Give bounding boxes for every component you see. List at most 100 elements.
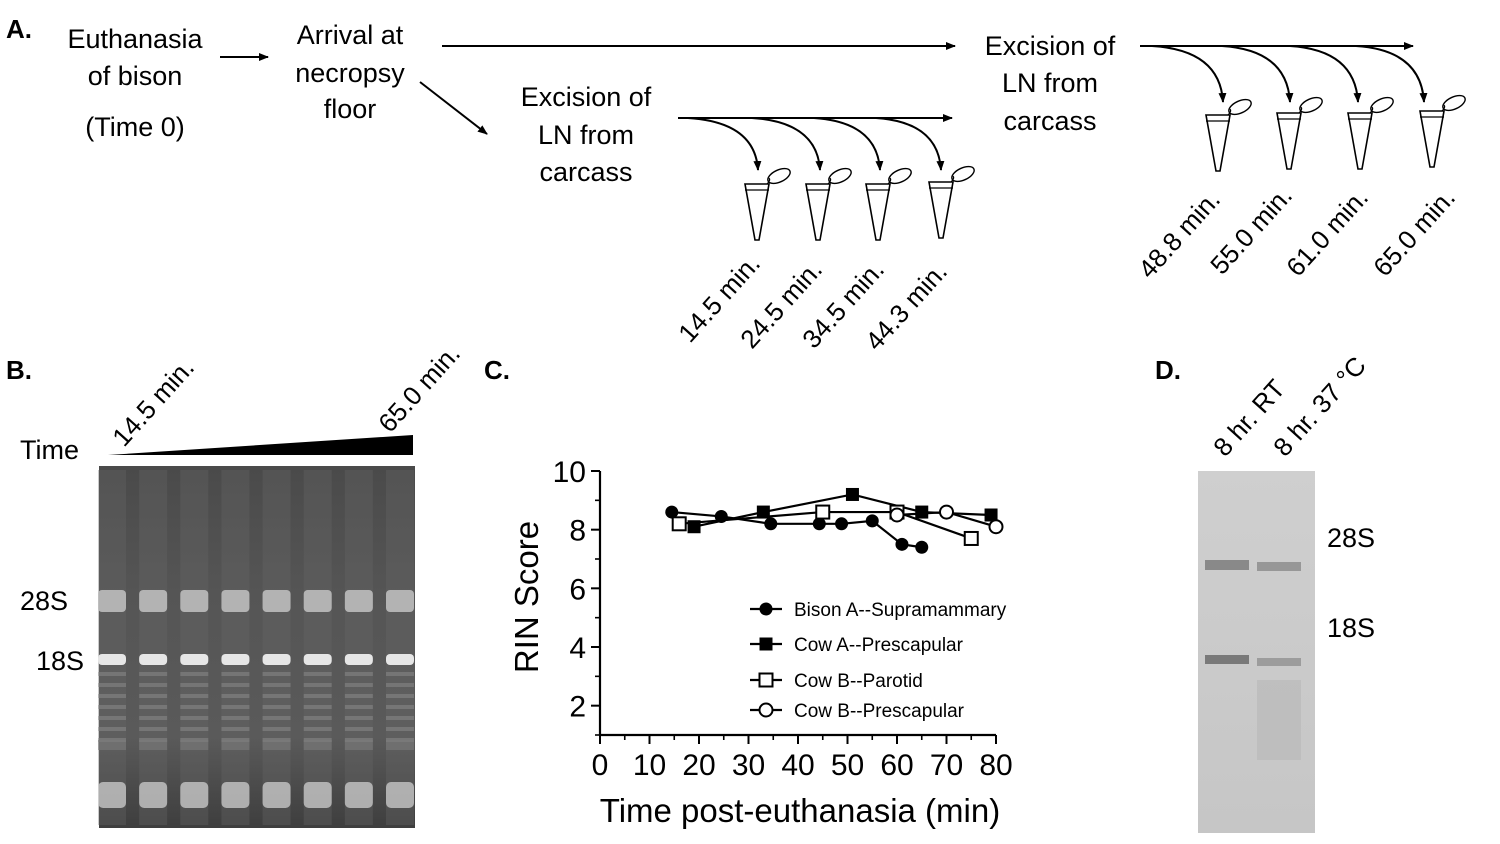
gel-b-28s-band xyxy=(386,590,414,612)
gel-b-lane xyxy=(262,470,291,825)
excision2-line1: Excision of xyxy=(985,31,1116,61)
euthanasia-text-line2: of bison xyxy=(88,61,183,91)
chart-data-point xyxy=(812,517,826,531)
chart-data-point xyxy=(665,505,679,519)
tube-icon-8 xyxy=(1419,91,1469,168)
chart-data-point xyxy=(865,514,879,528)
chart-x-tick-label: 0 xyxy=(592,749,609,782)
panel-c: C. 0 10 20 30 40 50 60 70 80 2 4 6 8 10 Bison A--Supr… xyxy=(484,355,1013,829)
chart-x-tick-label: 50 xyxy=(831,749,864,782)
gel-b-28s-band xyxy=(139,590,168,612)
gel-b-front-band xyxy=(344,782,373,808)
gel-d-lane1-28s-band xyxy=(1205,560,1249,570)
gel-b-18s-band xyxy=(303,654,332,665)
time-gradient-wedge xyxy=(108,435,413,455)
chart-data-point xyxy=(984,508,998,522)
euthanasia-text-line1: Euthanasia xyxy=(67,24,203,54)
gel-d-lane2-smear xyxy=(1257,680,1301,760)
gel-b-time-label: Time xyxy=(20,435,79,465)
arrow-to-tube3 xyxy=(813,117,884,171)
chart-legend-label: Cow B--Parotid xyxy=(794,671,923,692)
excision1-line1: Excision of xyxy=(521,82,652,112)
chart-y-axis-label: RIN Score xyxy=(508,521,545,673)
chart-x-tick-label: 30 xyxy=(732,749,765,782)
euthanasia-text-line3: (Time 0) xyxy=(85,112,185,142)
arrival-text-line1: Arrival at xyxy=(297,20,404,50)
gel-b-image xyxy=(99,466,415,828)
chart-data-point xyxy=(815,504,831,520)
gel-b-front-band xyxy=(180,782,209,808)
gel-d-lane2-label: 8 hr. 37 °C xyxy=(1267,350,1372,462)
panel-b-label: B. xyxy=(6,355,32,385)
chart-y-tick-label: 6 xyxy=(569,573,586,606)
gel-b-18s-label: 18S xyxy=(36,646,84,676)
chart-x-tick-label: 80 xyxy=(979,749,1012,782)
chart-data-point xyxy=(764,517,778,531)
gel-b-18s-band xyxy=(344,654,373,665)
gel-b-lanes xyxy=(98,470,414,825)
chart-data-point xyxy=(915,505,929,519)
chart-legend-marker xyxy=(758,672,774,688)
time-label-48-8: 48.8 min. xyxy=(1132,184,1226,284)
gel-d-28s-label: 28S xyxy=(1327,523,1375,553)
panel-a: A. Euthanasia of bison (Time 0) Arrival … xyxy=(6,14,1469,356)
time-label-65-0: 65.0 min. xyxy=(1367,182,1461,282)
gel-b-28s-band xyxy=(262,590,291,612)
gel-b-lane xyxy=(303,470,332,825)
chart-axes: 0 10 20 30 40 50 60 70 80 2 4 6 8 10 xyxy=(553,456,1013,782)
gel-b-28s-label: 28S xyxy=(20,586,68,616)
chart-data-point xyxy=(963,530,979,546)
gel-b-18s-band xyxy=(180,654,209,665)
chart-legend: Bison A--Supramammary Cow A--Prescapular C… xyxy=(750,600,1007,722)
chart-legend-marker xyxy=(758,702,774,718)
gel-b-28s-band xyxy=(221,590,250,612)
gel-b-18s-band xyxy=(221,654,250,665)
excision1-line3: carcass xyxy=(539,157,632,187)
excision2-line3: carcass xyxy=(1003,106,1096,136)
chart-legend-label: Cow B--Prescapular xyxy=(794,701,965,722)
gel-b-front-band xyxy=(98,782,126,808)
chart-data-point xyxy=(915,540,929,554)
chart-series-group xyxy=(665,487,1004,554)
chart-series-line xyxy=(679,510,972,540)
chart-y-tick-label: 4 xyxy=(569,632,586,665)
gel-b-18s-band xyxy=(386,654,414,665)
arrow-to-tube6 xyxy=(1221,45,1294,103)
gel-b-18s-band xyxy=(98,654,126,665)
gel-d-lane2-18s-band xyxy=(1257,658,1301,666)
chart-legend-label: Bison A--Supramammary xyxy=(794,600,1007,621)
tube-icon-2 xyxy=(805,164,855,241)
chart-series-4 xyxy=(889,504,1004,535)
tube-icon-4 xyxy=(928,162,978,239)
tube-icon-3 xyxy=(865,164,915,241)
panel-d-label: D. xyxy=(1155,355,1181,385)
gel-b-lane xyxy=(180,470,209,825)
rin-line-chart: 0 10 20 30 40 50 60 70 80 2 4 6 8 10 Bison A--Suprama… xyxy=(508,456,1013,829)
arrival-text-line2: necropsy xyxy=(295,58,405,88)
chart-legend-marker xyxy=(759,637,773,651)
chart-data-point xyxy=(671,516,687,532)
chart-data-point xyxy=(845,487,859,501)
excision1-line2: LN from xyxy=(538,120,634,150)
chart-data-point xyxy=(835,517,849,531)
arrow-arrival-to-excision1 xyxy=(419,81,488,135)
gel-b-start-time: 14.5 min. xyxy=(106,352,200,452)
gel-b-28s-band xyxy=(98,590,126,612)
chart-y-tick-label: 2 xyxy=(569,691,586,724)
gel-d-image xyxy=(1198,471,1315,833)
gel-b-28s-band xyxy=(303,590,332,612)
chart-series-line xyxy=(671,510,922,549)
arrow-to-tube1 xyxy=(687,117,762,171)
gel-d-18s-label: 18S xyxy=(1327,613,1375,643)
gel-b-18s-band xyxy=(139,654,168,665)
gel-b-28s-band xyxy=(344,590,373,612)
panel-a-label: A. xyxy=(6,14,32,44)
gel-b-18s-band xyxy=(262,654,291,665)
chart-data-point xyxy=(988,519,1004,535)
tube-icon-7 xyxy=(1347,93,1397,170)
chart-data-point xyxy=(895,537,909,551)
gel-b-front-band xyxy=(139,782,168,808)
gel-d-lane2-28s-band xyxy=(1257,562,1301,571)
arrival-text-line3: floor xyxy=(324,94,377,124)
